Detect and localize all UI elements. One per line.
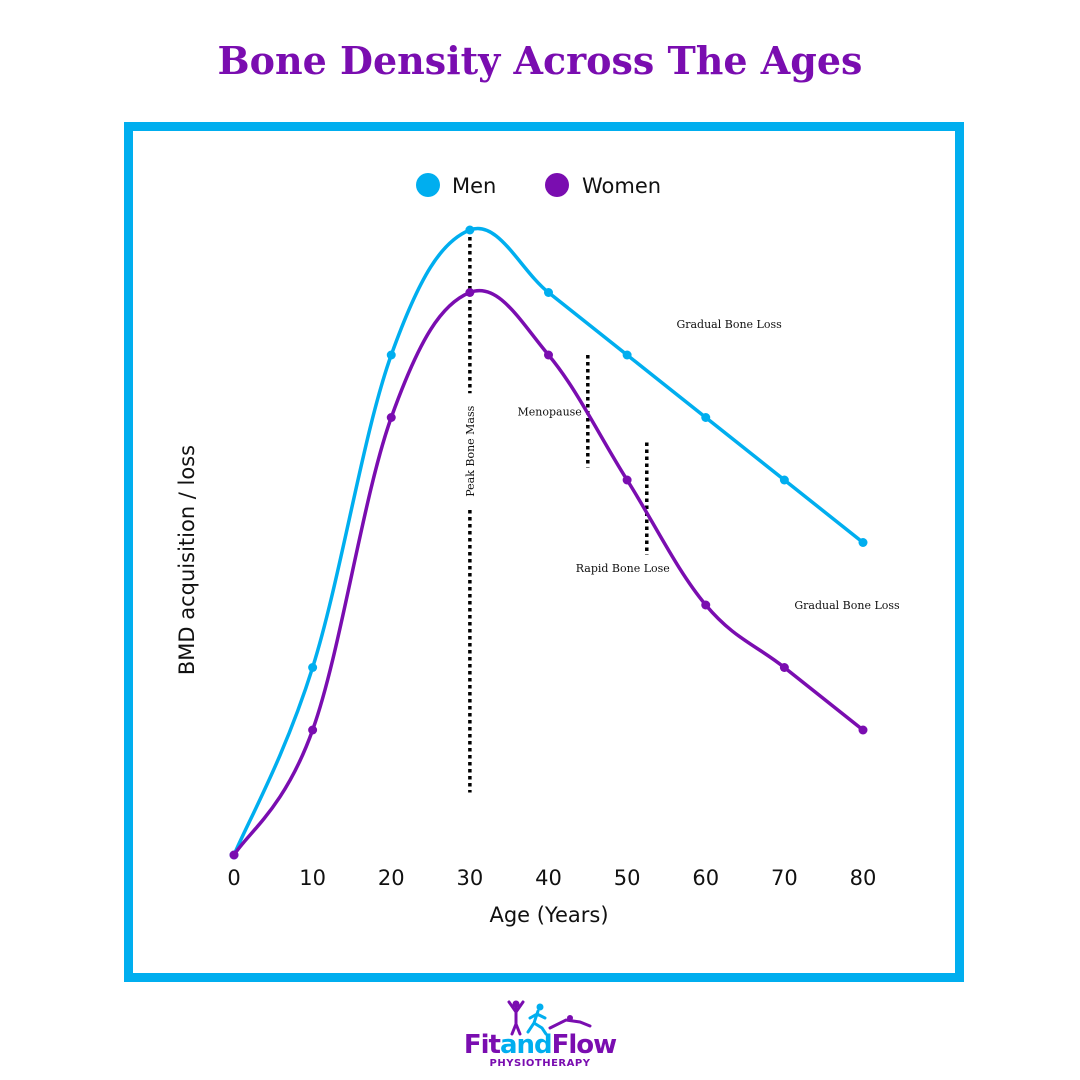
data-point-men xyxy=(622,350,632,360)
series-lines xyxy=(229,225,868,860)
annotations: Peak Bone Mass Menopause Rapid Bone Lose Gr… xyxy=(461,230,900,793)
x-tick-label: 10 xyxy=(299,866,326,890)
x-tick-label: 20 xyxy=(378,866,405,890)
brand-logo: FitandFlow PHYSIOTHERAPY xyxy=(0,996,1080,1076)
data-point-men xyxy=(308,663,318,672)
data-point-women xyxy=(308,725,318,735)
data-point-women xyxy=(386,413,396,422)
data-point-men xyxy=(701,413,711,422)
x-tick-label: 30 xyxy=(457,866,484,890)
x-axis-label: Age (Years) xyxy=(489,903,608,927)
annotation-peak-bone-mass: Peak Bone Mass xyxy=(464,405,477,496)
data-point-women xyxy=(544,350,553,360)
annotation-rapid-bone-lose: Rapid Bone Lose xyxy=(576,562,670,575)
data-point-men xyxy=(386,350,396,360)
annotation-gradual-bone-loss: Gradual Bone Loss xyxy=(794,599,900,612)
data-point-men xyxy=(544,288,553,297)
figures-icon xyxy=(507,1000,592,1036)
data-point-women xyxy=(465,288,475,297)
x-tick-label: 70 xyxy=(771,866,798,890)
legend-label-women: Women xyxy=(582,174,661,198)
x-tick-label: 60 xyxy=(692,866,719,890)
legend-marker-men xyxy=(416,173,440,197)
data-point-women xyxy=(229,850,239,860)
chart-frame xyxy=(124,122,964,982)
data-point-women xyxy=(701,600,711,610)
x-tick-label: 50 xyxy=(614,866,641,890)
brand-name: FitandFlow xyxy=(463,1030,617,1060)
data-point-women xyxy=(622,475,632,485)
data-point-men xyxy=(858,538,868,547)
y-axis-label: BMD acquisition / loss xyxy=(175,445,199,675)
brand-tagline: PHYSIOTHERAPY xyxy=(489,1058,591,1069)
legend-label-men: Men xyxy=(452,174,496,198)
data-point-men xyxy=(779,475,789,485)
annotation-gradual-bone-loss: Gradual Bone Loss xyxy=(676,318,782,331)
legend: Men Women xyxy=(416,173,661,198)
legend-marker-women xyxy=(545,173,569,197)
annotation-menopause: Menopause xyxy=(517,405,581,418)
series-line-women xyxy=(232,288,865,856)
annotation-label-bg xyxy=(461,393,478,510)
page-title: Bone Density Across The Ages xyxy=(217,38,863,83)
x-tick-label: 80 xyxy=(850,866,877,890)
data-point-women xyxy=(858,725,868,735)
series-line-men xyxy=(232,226,865,856)
x-tick-label: 40 xyxy=(535,866,562,890)
data-point-women xyxy=(779,663,789,672)
x-tick-label: 0 xyxy=(227,866,240,890)
data-point-men xyxy=(465,225,475,235)
x-axis-ticks: 0 10 20 30 40 50 60 70 80 xyxy=(227,866,876,890)
